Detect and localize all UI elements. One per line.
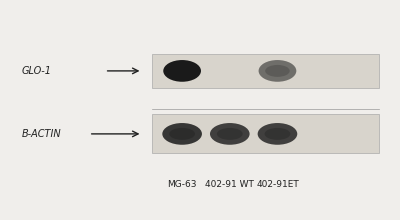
FancyBboxPatch shape	[152, 114, 379, 153]
FancyBboxPatch shape	[152, 53, 379, 88]
Ellipse shape	[264, 128, 290, 140]
Text: MG-63: MG-63	[167, 180, 197, 189]
Ellipse shape	[217, 128, 243, 140]
Ellipse shape	[258, 60, 296, 82]
Text: 402-91 WT: 402-91 WT	[205, 180, 254, 189]
Ellipse shape	[163, 60, 201, 82]
Ellipse shape	[258, 123, 297, 145]
Ellipse shape	[170, 65, 194, 77]
Ellipse shape	[265, 65, 290, 77]
Text: GLO-1: GLO-1	[21, 66, 51, 76]
Text: B-ACTIN: B-ACTIN	[21, 129, 61, 139]
Ellipse shape	[162, 123, 202, 145]
Ellipse shape	[169, 128, 195, 140]
Ellipse shape	[210, 123, 250, 145]
Text: 402-91ET: 402-91ET	[256, 180, 299, 189]
